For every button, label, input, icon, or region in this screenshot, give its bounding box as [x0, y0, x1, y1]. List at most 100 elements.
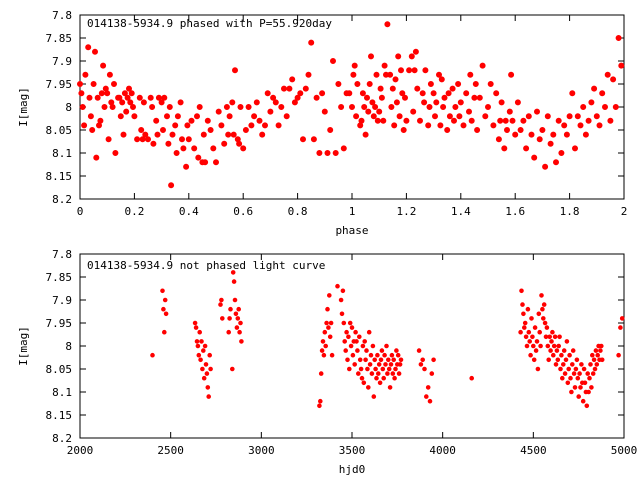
data-point	[560, 376, 564, 380]
data-point	[458, 100, 463, 105]
data-point	[374, 367, 378, 371]
data-point	[206, 386, 210, 390]
data-point	[363, 132, 368, 137]
data-point	[616, 35, 621, 40]
data-points	[77, 22, 624, 188]
data-point	[325, 321, 329, 325]
data-point	[392, 123, 397, 128]
data-point	[233, 298, 237, 302]
data-point	[409, 54, 414, 59]
data-point	[522, 326, 526, 330]
data-point	[346, 358, 350, 362]
x-tick-label: 1.6	[505, 205, 525, 218]
data-point	[129, 91, 134, 96]
data-point	[568, 353, 572, 357]
data-point	[216, 109, 221, 114]
data-point	[532, 358, 536, 362]
data-point	[213, 160, 218, 165]
data-point	[201, 367, 205, 371]
data-point	[595, 363, 599, 367]
data-point	[457, 114, 462, 119]
data-point	[330, 58, 335, 63]
data-point	[265, 91, 270, 96]
data-point	[446, 91, 451, 96]
data-point	[390, 86, 395, 91]
data-point	[209, 367, 213, 371]
x-tick-label: 0.2	[124, 205, 144, 218]
data-point	[450, 86, 455, 91]
data-point	[151, 353, 155, 357]
data-point	[268, 109, 273, 114]
data-point	[540, 127, 545, 132]
data-point	[555, 349, 559, 353]
data-point	[160, 127, 165, 132]
data-point	[559, 367, 563, 371]
data-point	[426, 123, 431, 128]
data-point	[566, 381, 570, 385]
data-point	[498, 118, 503, 123]
data-point	[336, 284, 340, 288]
data-point	[521, 303, 525, 307]
data-point	[228, 317, 232, 321]
data-point	[386, 358, 390, 362]
y-tick-label: 7.95	[46, 317, 73, 330]
data-point	[396, 54, 401, 59]
data-point	[203, 344, 207, 348]
data-point	[551, 330, 555, 334]
data-point	[562, 349, 566, 353]
data-point	[173, 123, 178, 128]
data-point	[107, 72, 112, 77]
data-point	[139, 127, 144, 132]
y-tick-label: 7.8	[52, 248, 72, 261]
y-tick-label: 7.85	[46, 32, 73, 45]
data-point	[488, 81, 493, 86]
figure-canvas: 0 0.2 0.4 0.6 0.8 1 1.2 1.4 1.6 1.8 27.87.857.97.9…	[0, 0, 640, 480]
data-point	[575, 358, 579, 362]
data-point	[230, 367, 234, 371]
data-point	[578, 123, 583, 128]
data-point	[569, 376, 573, 380]
y-tick-label: 8.1	[52, 147, 72, 160]
data-point	[366, 367, 370, 371]
data-point	[553, 160, 558, 165]
data-point	[441, 104, 446, 109]
data-point	[135, 137, 140, 142]
data-point	[427, 104, 432, 109]
data-point	[466, 109, 471, 114]
data-point	[118, 114, 123, 119]
data-point	[545, 114, 550, 119]
data-point	[589, 363, 593, 367]
data-point	[388, 72, 393, 77]
data-point	[439, 77, 444, 82]
y-tick-label: 8.05	[46, 124, 73, 137]
data-point	[354, 114, 359, 119]
data-point	[347, 335, 351, 339]
data-point	[423, 367, 427, 371]
data-point	[477, 95, 482, 100]
data-point	[163, 298, 167, 302]
data-point	[597, 123, 602, 128]
data-point	[348, 321, 352, 325]
data-point	[91, 81, 96, 86]
data-point	[124, 109, 129, 114]
y-axis-label: I[mag]	[17, 87, 30, 127]
x-tick-label: 1	[349, 205, 356, 218]
data-point	[550, 340, 554, 344]
data-point	[371, 114, 376, 119]
data-point	[106, 137, 111, 142]
data-point	[563, 372, 567, 376]
data-point	[554, 363, 558, 367]
data-point	[363, 340, 367, 344]
data-point	[321, 340, 325, 344]
data-point	[424, 395, 428, 399]
data-point	[355, 81, 360, 86]
data-point	[257, 118, 262, 123]
data-point	[325, 150, 330, 155]
data-point	[540, 294, 544, 298]
data-point	[224, 104, 229, 109]
data-point	[502, 146, 507, 151]
data-points	[151, 271, 624, 408]
data-point	[468, 72, 473, 77]
data-point	[581, 104, 586, 109]
data-point	[537, 137, 542, 142]
